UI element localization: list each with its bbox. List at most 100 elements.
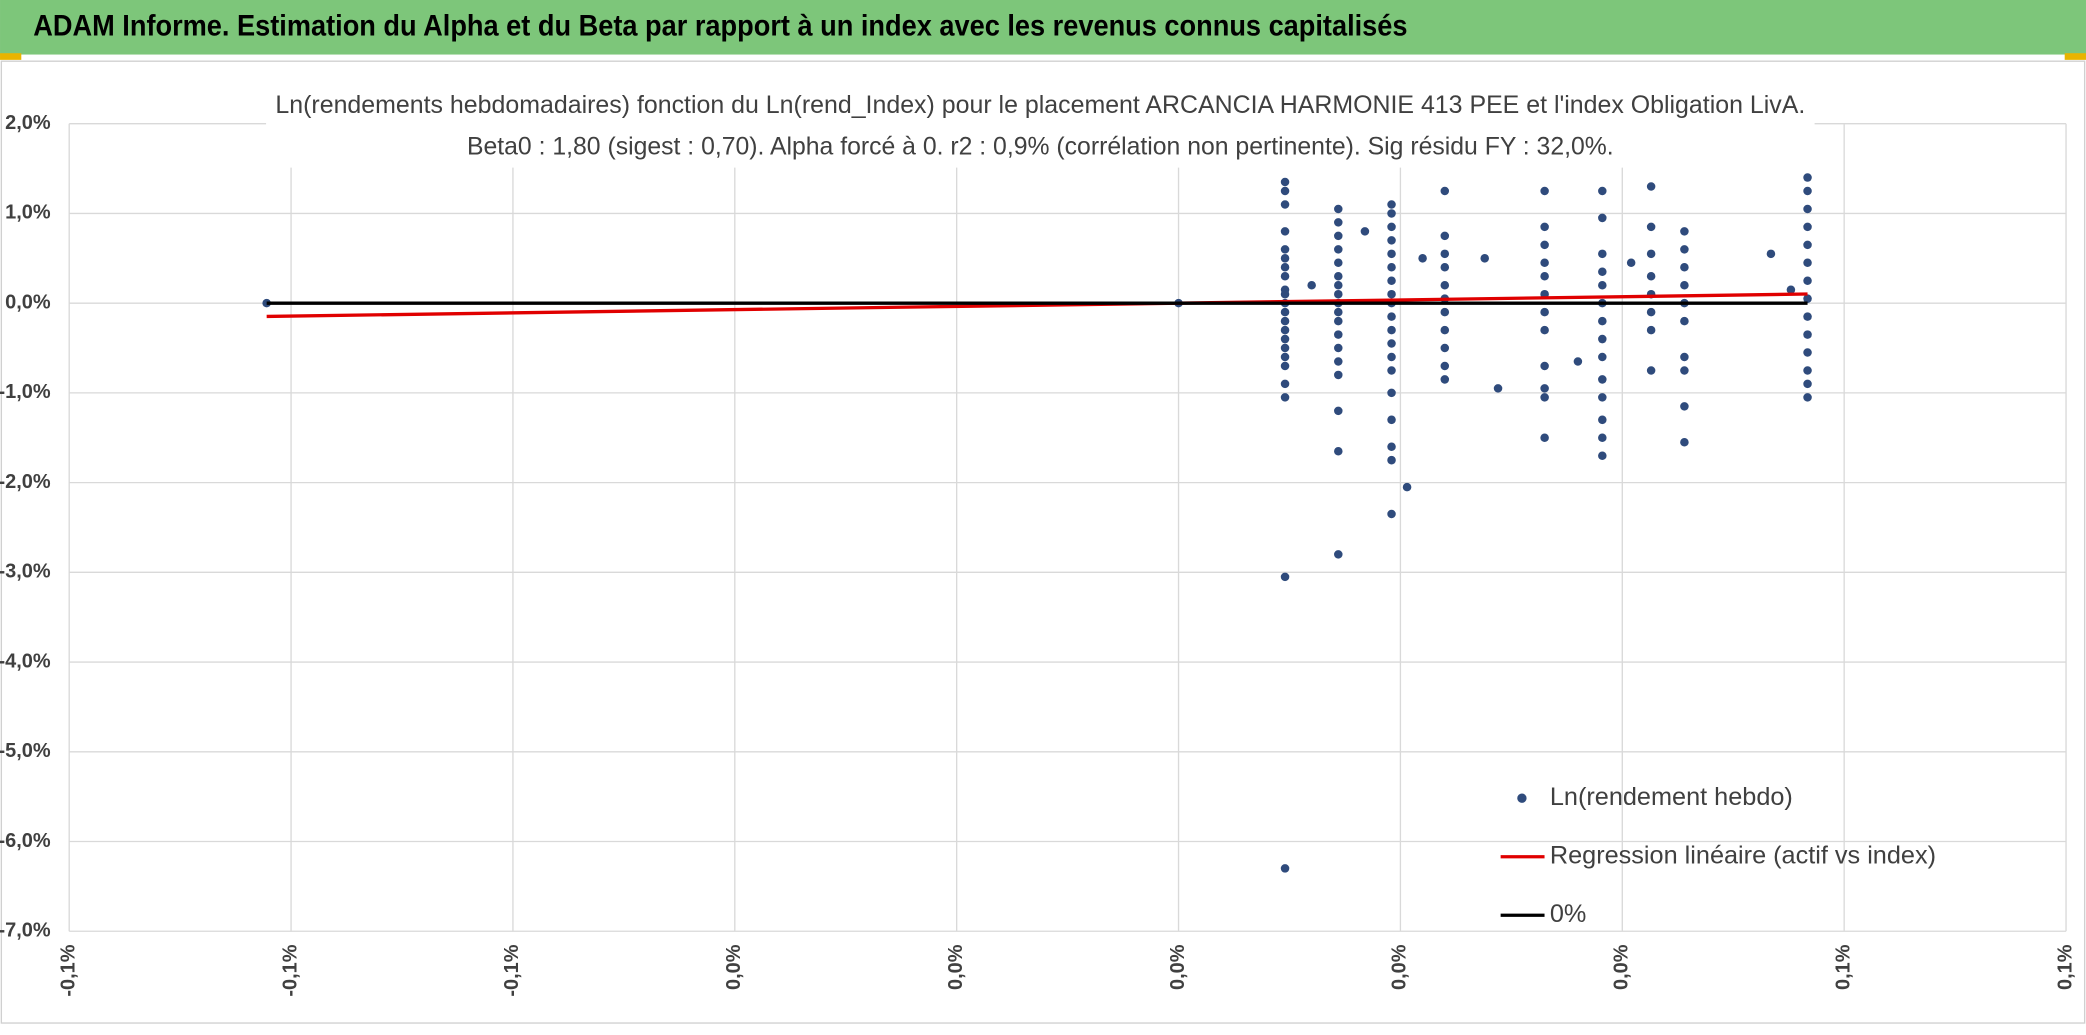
data-point	[1803, 222, 1812, 232]
header-bar	[0, 0, 2086, 55]
data-point	[1540, 361, 1549, 371]
data-point	[1803, 186, 1812, 196]
data-point	[1280, 254, 1290, 263]
data-point	[1440, 263, 1450, 272]
y-tick-label: -2,0%	[0, 471, 51, 493]
data-point	[1540, 271, 1549, 281]
data-point	[1440, 249, 1450, 259]
data-point	[1440, 231, 1450, 241]
data-point	[1803, 276, 1812, 285]
chart-title: Ln(rendements hebdomadaires) fonction du…	[275, 91, 1805, 119]
data-point	[1573, 357, 1583, 366]
data-point	[1280, 572, 1290, 582]
data-point	[1540, 393, 1549, 402]
data-point	[1540, 307, 1549, 317]
data-point	[1334, 231, 1343, 241]
data-point	[1280, 177, 1290, 187]
data-point	[1280, 263, 1290, 272]
data-point	[1803, 258, 1812, 268]
data-point	[1280, 352, 1290, 362]
data-point	[1387, 325, 1396, 335]
data-point	[1280, 379, 1290, 389]
data-point	[1803, 330, 1812, 339]
x-tick-label: 0,0%	[1167, 944, 1189, 990]
data-point	[1680, 227, 1689, 236]
data-point	[1387, 509, 1396, 519]
data-point	[1334, 271, 1343, 281]
data-point	[1280, 200, 1290, 209]
x-tick-label: 0,0%	[723, 944, 745, 990]
x-tick-label: 0,0%	[1611, 944, 1633, 990]
data-point	[1598, 267, 1607, 277]
y-tick-label: -3,0%	[0, 561, 51, 583]
data-point	[1387, 249, 1396, 259]
data-point	[1387, 366, 1396, 375]
legend-marker	[1517, 793, 1527, 803]
data-point	[1680, 263, 1689, 272]
data-point	[1387, 209, 1396, 218]
data-point	[1598, 393, 1607, 402]
data-point	[1440, 186, 1450, 196]
data-point	[1646, 222, 1656, 232]
data-point	[1646, 307, 1656, 317]
x-tick-label: 0,1%	[2054, 944, 2076, 990]
data-point	[1280, 361, 1290, 371]
data-point	[1803, 204, 1812, 214]
data-point	[1360, 227, 1370, 236]
data-point	[1598, 334, 1607, 344]
data-point	[1387, 289, 1396, 299]
data-point	[1598, 352, 1607, 362]
data-point	[1387, 388, 1396, 398]
data-point	[1387, 442, 1396, 451]
data-point	[1334, 550, 1343, 559]
y-tick-label: -5,0%	[0, 740, 51, 762]
line	[266, 292, 1808, 319]
data-point	[1387, 222, 1396, 232]
data-point	[1493, 384, 1503, 393]
data-point	[1280, 325, 1290, 335]
x-tick-label: 0,1%	[1832, 944, 1854, 990]
x-tick-label: -0,1%	[501, 944, 523, 996]
data-point	[1334, 316, 1343, 326]
data-point	[1803, 366, 1812, 375]
data-point	[1280, 245, 1290, 254]
data-point	[1334, 280, 1343, 290]
data-point	[1387, 200, 1396, 209]
data-point	[1680, 366, 1689, 375]
data-point	[1598, 316, 1607, 326]
data-point	[1540, 384, 1549, 393]
data-point	[1646, 271, 1656, 281]
data-point	[1387, 236, 1396, 245]
data-point	[1646, 325, 1656, 335]
y-tick-label: -1,0%	[0, 381, 51, 403]
data-point	[1440, 307, 1450, 317]
x-tick-label: 0,0%	[945, 944, 967, 990]
data-point	[1280, 864, 1290, 873]
data-point	[1598, 213, 1607, 223]
data-point	[1803, 393, 1812, 402]
data-point	[1440, 280, 1450, 290]
data-point	[1334, 357, 1343, 366]
data-point	[1418, 254, 1427, 263]
y-tick-label: -7,0%	[0, 919, 51, 941]
data-point	[1280, 289, 1290, 299]
data-point	[1803, 348, 1812, 357]
data-point	[1387, 455, 1396, 465]
data-point	[1334, 245, 1343, 254]
data-point	[1440, 343, 1450, 353]
y-tick-label: -6,0%	[0, 830, 51, 852]
data-point	[1598, 375, 1607, 384]
data-point	[1280, 334, 1290, 344]
data-point	[1626, 258, 1636, 268]
data-point	[1387, 339, 1396, 348]
data-point	[1387, 276, 1396, 285]
data-point	[1680, 402, 1689, 411]
data-point	[1402, 482, 1412, 492]
data-point	[1280, 307, 1290, 317]
corner	[2064, 53, 2086, 60]
data-point	[1387, 263, 1396, 272]
y-tick-label: 1,0%	[5, 202, 51, 224]
